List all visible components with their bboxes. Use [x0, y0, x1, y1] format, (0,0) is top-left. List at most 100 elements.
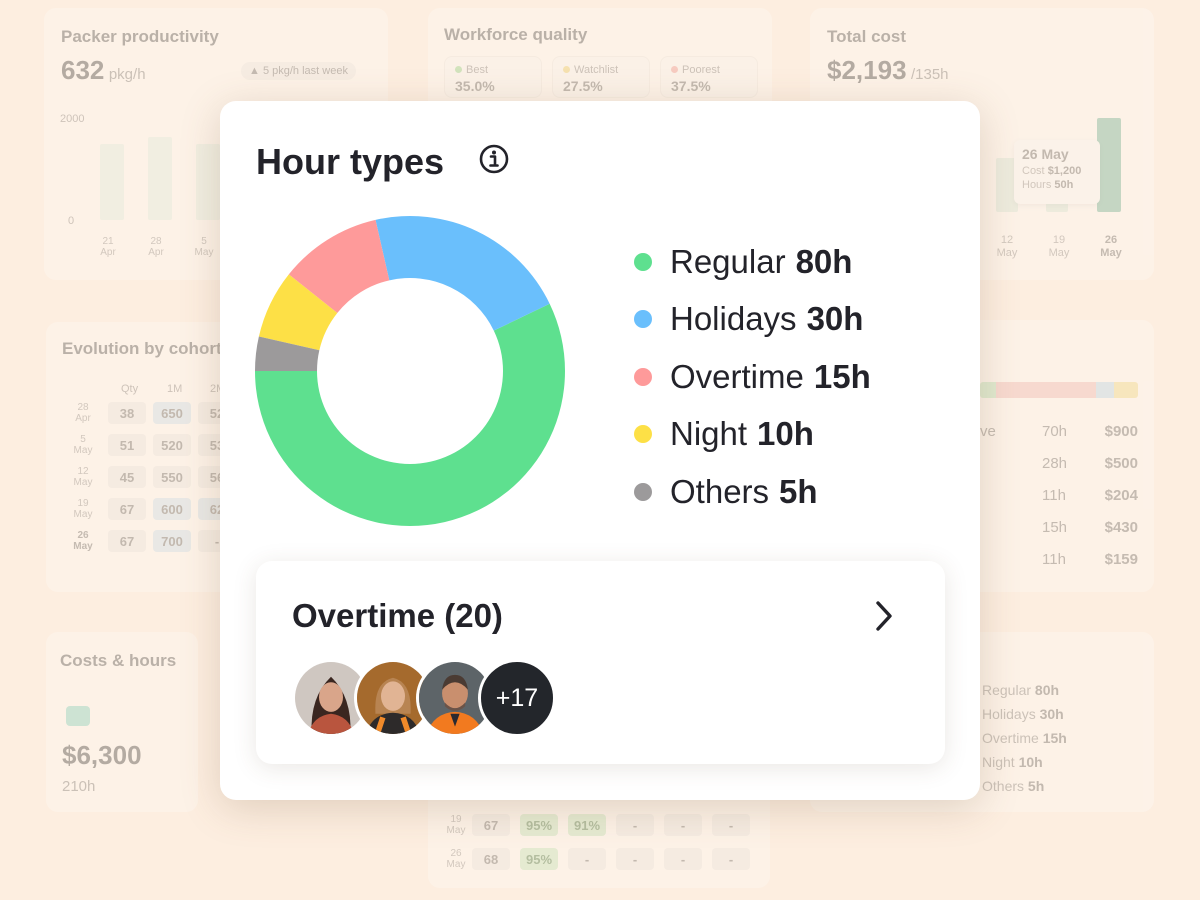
- legend-label: Others: [670, 472, 770, 510]
- overtime-card[interactable]: Overtime (20): [256, 561, 945, 764]
- row-date: 5 May: [68, 434, 98, 456]
- donut-slice-overtime[interactable]: [288, 219, 390, 314]
- x-tick-day: 21: [102, 236, 114, 247]
- small-legend-value: 30h: [1039, 706, 1064, 722]
- productivity-bar: [196, 144, 220, 220]
- cohort-cell: 650: [153, 402, 191, 424]
- y-tick-bottom: 0: [68, 215, 75, 227]
- x-tick-day: 12: [1000, 234, 1014, 246]
- hour-types-donut-chart: [255, 216, 565, 526]
- chevron-right-icon[interactable]: [871, 599, 897, 633]
- legend-item-overtime[interactable]: Overtime 15h: [634, 348, 871, 406]
- row-month: May: [73, 541, 93, 552]
- cohort-cell: 38: [108, 402, 146, 424]
- row-month: May: [446, 859, 466, 870]
- table-cell: 67: [472, 814, 510, 836]
- x-tick-day: 28: [150, 236, 162, 247]
- card-title: Total cost: [827, 27, 907, 46]
- table-cell: -: [664, 848, 702, 870]
- breakdown-hours: 28h: [1042, 455, 1068, 472]
- legend-value: 10h: [757, 415, 814, 453]
- wallet-icon: [66, 706, 90, 726]
- header-qty: Qty: [121, 383, 139, 395]
- card-title: Costs & hours: [60, 651, 177, 670]
- stat-value: 27.5%: [563, 78, 603, 94]
- cost-bar: [996, 158, 1018, 212]
- small-legend-value: 80h: [1034, 682, 1060, 698]
- triangle-up-icon: ▲: [249, 65, 260, 77]
- donut-slice-others[interactable]: [255, 336, 320, 371]
- table-cell: 95%: [520, 814, 558, 836]
- row-month: May: [73, 445, 93, 456]
- x-tick-day: 5: [201, 236, 207, 247]
- row-date: 19 May: [68, 498, 98, 520]
- tooltip-hours-value: 50h: [1054, 179, 1074, 191]
- legend-dot-icon: [634, 310, 652, 329]
- header-1m: 1M: [167, 383, 183, 395]
- tooltip-date: 26 May: [1022, 146, 1069, 162]
- legend-label: Night: [670, 415, 748, 453]
- legend-item-regular[interactable]: Regular 80h: [634, 233, 871, 291]
- tooltip-hours-label: Hours: [1022, 179, 1052, 191]
- stat-label: Best: [466, 64, 489, 76]
- info-icon[interactable]: [478, 143, 510, 175]
- x-tick-label: 5 May: [189, 236, 219, 258]
- donut-slice-holidays[interactable]: [375, 216, 550, 331]
- quality-stat: Best 35.0%: [444, 56, 542, 98]
- more-avatars-count[interactable]: +17: [478, 659, 556, 737]
- row-month: Apr: [75, 413, 91, 424]
- breakdown-cost: $204: [1104, 487, 1138, 504]
- row-month: May: [73, 477, 93, 488]
- productivity-value: 632: [61, 55, 105, 85]
- cost-bar-highlight: [1097, 118, 1121, 212]
- row-date: 26 May: [68, 530, 98, 552]
- x-tick-label: 26 May: [1096, 234, 1126, 260]
- total-cost-unit: /135h: [910, 66, 949, 83]
- legend-label: Holidays: [670, 300, 797, 338]
- legend-item-night[interactable]: Night 10h: [634, 406, 871, 464]
- legend-dot-icon: [634, 252, 652, 271]
- small-legend-item: Others 5h: [982, 778, 1044, 794]
- stat-label: Watchlist: [574, 64, 619, 76]
- avatar[interactable]: [354, 659, 432, 737]
- card-title: Workforce quality: [444, 25, 588, 44]
- y-tick-top: 2000: [60, 113, 85, 125]
- hour-types-legend: Regular 80h Holidays 30h Overtime 15h Night 10h…: [634, 233, 871, 521]
- legend-dot-icon: [634, 367, 652, 386]
- row-day: 19: [450, 814, 462, 825]
- cohort-cell: 67: [108, 530, 146, 552]
- x-tick-month: Apr: [100, 247, 116, 258]
- x-tick-label: 12 May: [992, 234, 1022, 260]
- cohort-cell: 700: [153, 530, 191, 552]
- quality-stat: Poorest 37.5%: [660, 56, 758, 98]
- breakdown-cost: $159: [1104, 551, 1138, 568]
- table-cell: -: [616, 848, 654, 870]
- table-cell: -: [616, 814, 654, 836]
- hour-types-modal: Hour types Regular 80h Holidays 30h Overtime…: [220, 101, 980, 800]
- donut-slice-night[interactable]: [258, 274, 338, 351]
- small-legend-item: Overtime 15h: [982, 730, 1067, 746]
- trend-text: 5 pkg/h last week: [262, 65, 348, 77]
- legend-label: Regular: [670, 242, 786, 280]
- productivity-bar: [100, 144, 124, 220]
- tooltip-cost-value: $1,200: [1047, 165, 1082, 177]
- productivity-bar: [148, 137, 172, 220]
- row-date: 26 May: [441, 848, 471, 870]
- cohort-cell: 600: [153, 498, 191, 520]
- costs-value: $6,300: [62, 740, 142, 770]
- x-tick-month: Apr: [148, 247, 164, 258]
- cohort-cell: 520: [153, 434, 191, 456]
- small-legend-label: Others: [982, 778, 1025, 794]
- donut-slice-regular[interactable]: [255, 303, 565, 526]
- legend-item-others[interactable]: Others 5h: [634, 463, 871, 521]
- status-dot-icon: [671, 66, 678, 73]
- x-tick-label: 28 Apr: [141, 236, 171, 258]
- stat-value: 35.0%: [455, 78, 495, 94]
- row-month: May: [446, 825, 466, 836]
- small-legend-value: 5h: [1027, 778, 1045, 794]
- cohort-cell: 45: [108, 466, 146, 488]
- table-cell: -: [568, 848, 606, 870]
- costs-hours-card: Costs & hours $6,300 210h: [46, 632, 198, 812]
- row-day: 12: [77, 466, 89, 477]
- legend-item-holidays[interactable]: Holidays 30h: [634, 291, 871, 349]
